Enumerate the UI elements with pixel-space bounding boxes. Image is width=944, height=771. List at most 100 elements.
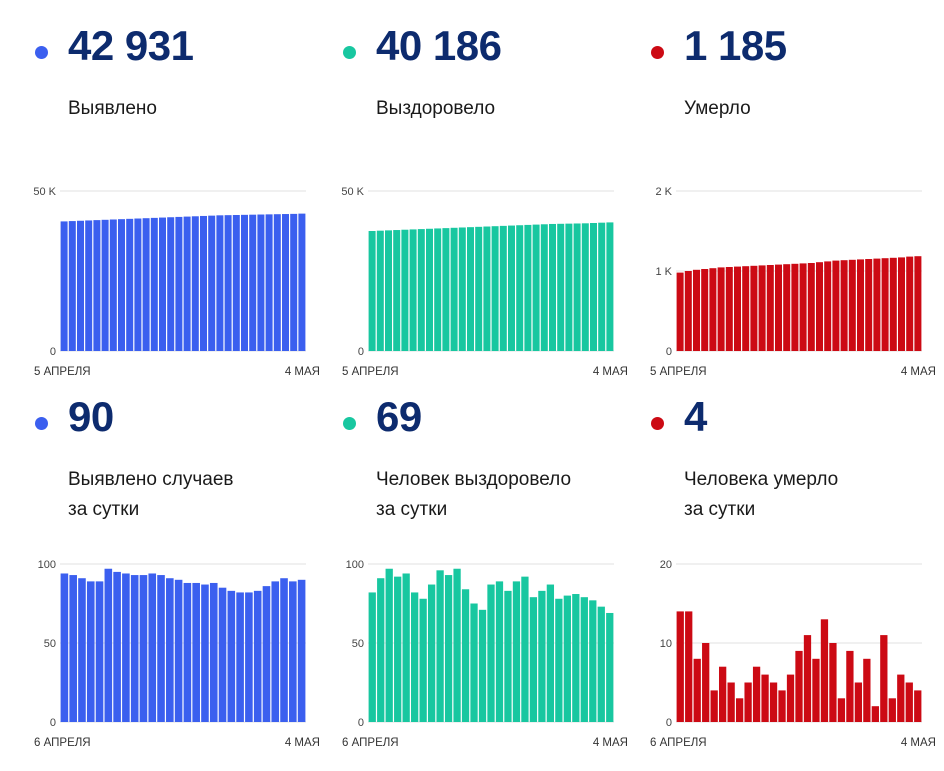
stat-caption-line: Человека умерло	[684, 469, 839, 490]
bar	[271, 581, 280, 722]
bar-chart: 0 10 20 6 АПРЕЛЯ 4 МАЯ	[650, 559, 936, 749]
bar	[555, 598, 563, 722]
bar	[442, 228, 450, 351]
bar-chart: 0 50 100 6 АПРЕЛЯ 4 МАЯ	[34, 559, 320, 749]
legend-dot	[651, 46, 664, 59]
stat-caption-line: за сутки	[376, 499, 448, 520]
bar	[118, 219, 125, 351]
bar	[183, 216, 191, 351]
bar	[150, 217, 158, 351]
bar	[803, 635, 812, 722]
legend-dot	[651, 417, 664, 430]
bar	[750, 265, 758, 351]
bar	[540, 224, 548, 351]
bar	[897, 674, 905, 722]
bar	[467, 227, 474, 351]
stat-panel: 90 Выявлено случаев за сутки 0 50 100 6 АПРЕЛЯ…	[30, 393, 320, 749]
bar	[758, 265, 766, 351]
stat-caption-line: за сутки	[68, 499, 140, 520]
bar	[69, 575, 77, 722]
bar-chart: 0 1 K 2 K 5 АПРЕЛЯ 4 МАЯ	[650, 186, 936, 378]
bar	[453, 568, 461, 722]
x-end-label: 4 МАЯ	[285, 366, 320, 378]
bar	[888, 698, 896, 722]
bar	[795, 650, 803, 722]
bar	[297, 579, 306, 722]
stat-caption-line: Человек выздоровело	[376, 469, 572, 490]
x-end-label: 4 МАЯ	[593, 737, 628, 749]
bar-chart: 0 50 100 6 АПРЕЛЯ 4 МАЯ	[342, 559, 628, 749]
bar	[167, 217, 175, 351]
bar	[848, 259, 856, 351]
bar	[881, 258, 889, 351]
bar	[126, 218, 134, 351]
bar	[791, 263, 799, 351]
stat-value: 90	[68, 393, 114, 440]
bar-chart: 0 50 K 5 АПРЕЛЯ 4 МАЯ	[33, 186, 320, 378]
bar	[538, 590, 546, 722]
y-tick-label: 20	[660, 559, 672, 571]
bar	[495, 581, 504, 722]
bar	[209, 582, 218, 722]
bar	[249, 214, 257, 351]
bar	[832, 260, 840, 351]
bar	[557, 223, 565, 351]
bar	[521, 576, 529, 722]
x-end-label: 4 МАЯ	[285, 737, 320, 749]
x-start-label: 6 АПРЕЛЯ	[650, 737, 707, 749]
stat-value: 69	[376, 393, 422, 440]
bar	[282, 214, 289, 351]
bar	[581, 223, 589, 351]
y-tick-label: 50	[44, 638, 56, 650]
y-tick-label: 50 K	[341, 186, 364, 198]
bar	[857, 259, 864, 351]
bar	[475, 226, 483, 351]
bar	[470, 603, 478, 722]
x-start-label: 5 АПРЕЛЯ	[342, 366, 399, 378]
bar	[504, 590, 512, 722]
bar	[461, 589, 470, 722]
bar	[148, 573, 157, 722]
bar	[290, 213, 298, 351]
bar	[816, 262, 823, 351]
bar	[693, 269, 700, 351]
bar	[298, 213, 306, 351]
bar	[450, 227, 458, 351]
bar	[775, 264, 782, 351]
bar	[368, 592, 376, 722]
bar	[130, 575, 139, 722]
bar	[598, 222, 606, 351]
bar	[101, 219, 109, 351]
bar	[444, 575, 453, 722]
x-start-label: 6 АПРЕЛЯ	[342, 737, 399, 749]
bar	[898, 257, 905, 351]
bar	[394, 576, 402, 722]
bar	[685, 611, 693, 722]
bar	[516, 225, 524, 351]
bar	[573, 223, 581, 351]
bar	[458, 227, 466, 351]
bar	[208, 215, 216, 351]
stat-caption: Выявлено случаев за сутки	[68, 465, 233, 525]
stat-value: 42 931	[68, 22, 194, 69]
stat-caption: Выявлено	[68, 94, 157, 124]
stat-panel: 42 931 Выявлено 0 50 K 5 АПРЕЛЯ 4 МАЯ	[30, 22, 320, 378]
bar	[863, 658, 871, 722]
bar	[829, 643, 837, 722]
bar	[109, 219, 117, 351]
bar	[766, 265, 774, 351]
bar	[840, 260, 848, 351]
bar	[218, 587, 227, 722]
y-tick-label: 1 K	[655, 266, 672, 278]
bar	[905, 682, 913, 722]
bar	[725, 267, 733, 351]
bar	[589, 600, 597, 722]
bar	[175, 216, 183, 351]
bar	[227, 590, 236, 722]
y-tick-label: 50 K	[33, 186, 56, 198]
bar	[68, 221, 76, 351]
bar	[491, 226, 499, 351]
bar	[701, 269, 709, 351]
bar	[159, 217, 166, 351]
bar	[402, 573, 410, 722]
